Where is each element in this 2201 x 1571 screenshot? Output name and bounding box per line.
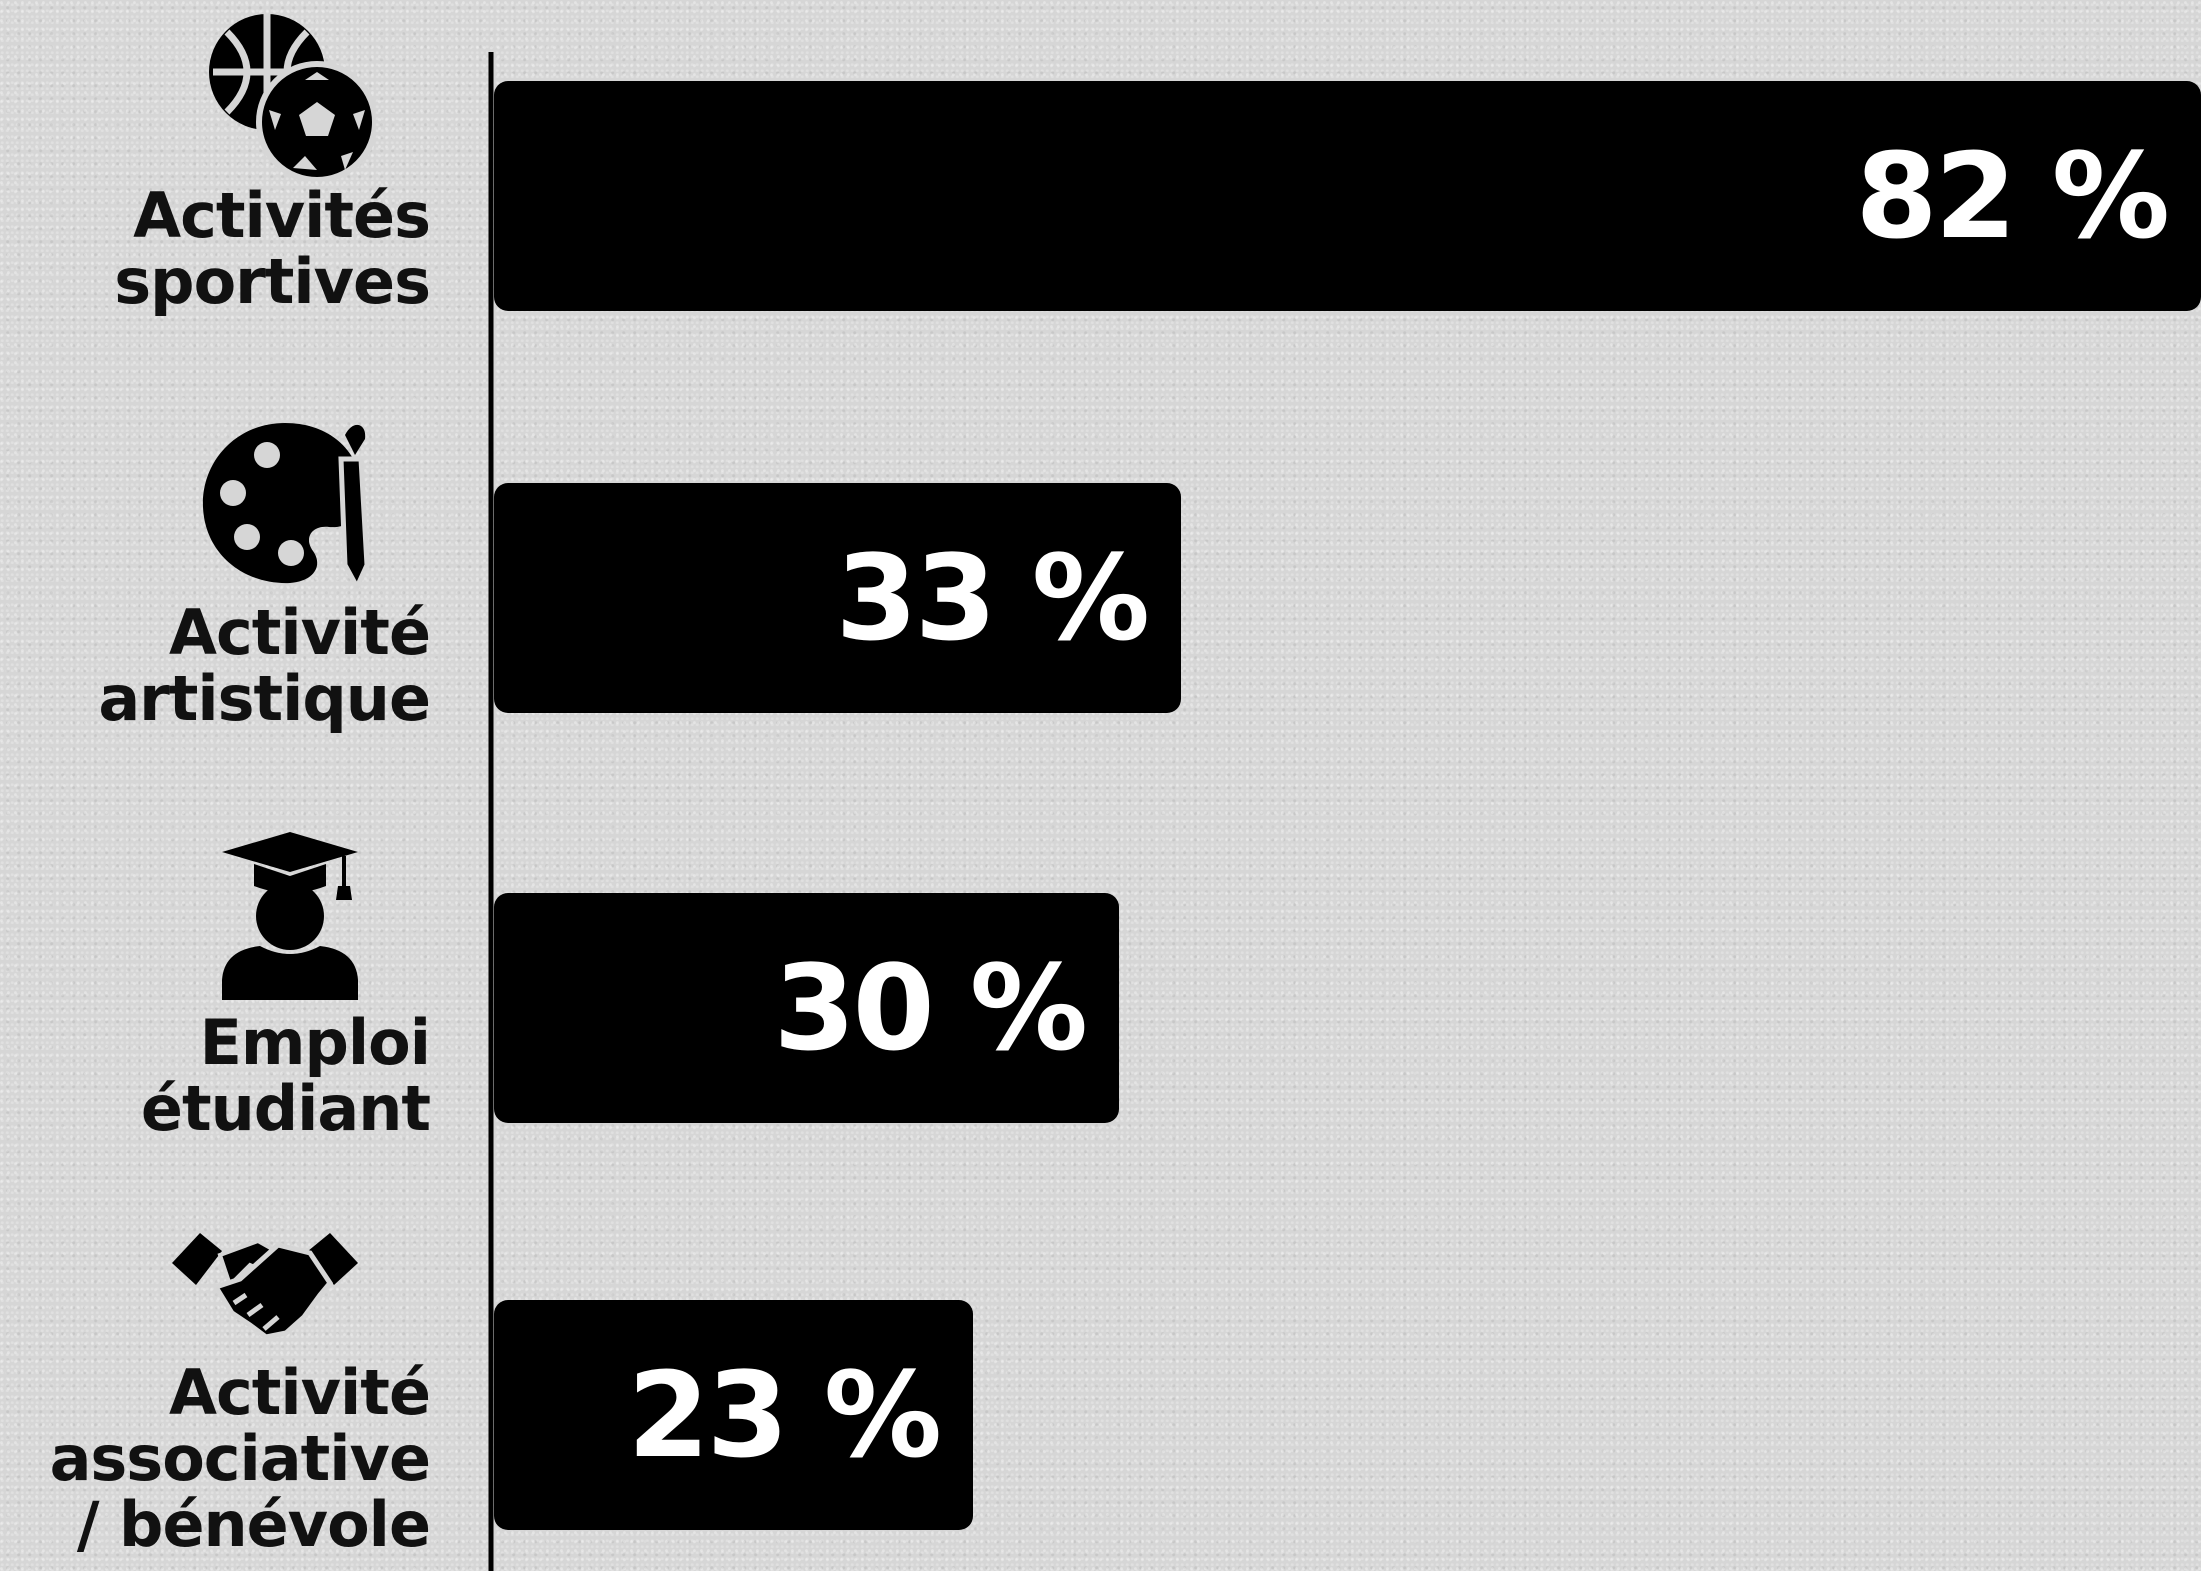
bar-value-label-2: 33 % (494, 539, 1147, 657)
handshake-icon (170, 1225, 360, 1345)
bar-value-label-1: 82 % (494, 137, 2167, 255)
bar-value-label-3: 30 % (494, 949, 1085, 1067)
category-label-3: Emploi étudiant (0, 1010, 430, 1142)
category-label-4: Activité associative / bénévole (0, 1360, 430, 1558)
category-label-1: Activités sportives (0, 183, 430, 315)
paint-palette-icon (195, 415, 375, 590)
sports-balls-icon (205, 10, 375, 180)
category-label-2: Activité artistique (0, 600, 430, 732)
graduate-icon (220, 830, 360, 1000)
bar-value-label-4: 23 % (494, 1356, 939, 1474)
